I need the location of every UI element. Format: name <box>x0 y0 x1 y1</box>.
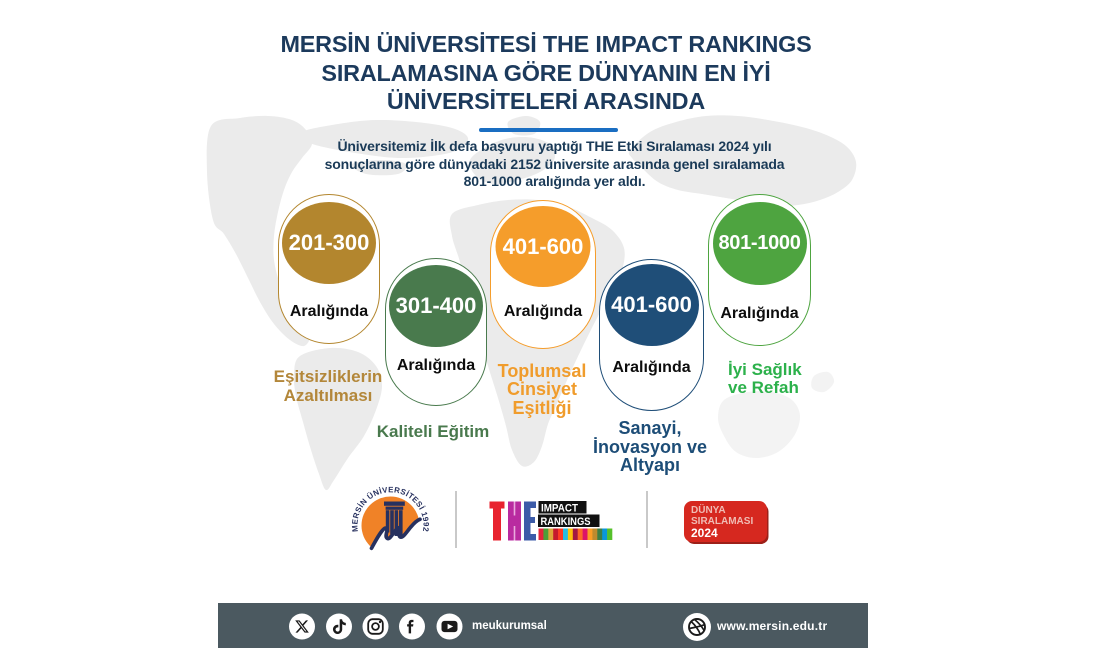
svg-text:IMPACT: IMPACT <box>541 502 578 514</box>
svg-text:RANKINGS: RANKINGS <box>541 516 591 528</box>
